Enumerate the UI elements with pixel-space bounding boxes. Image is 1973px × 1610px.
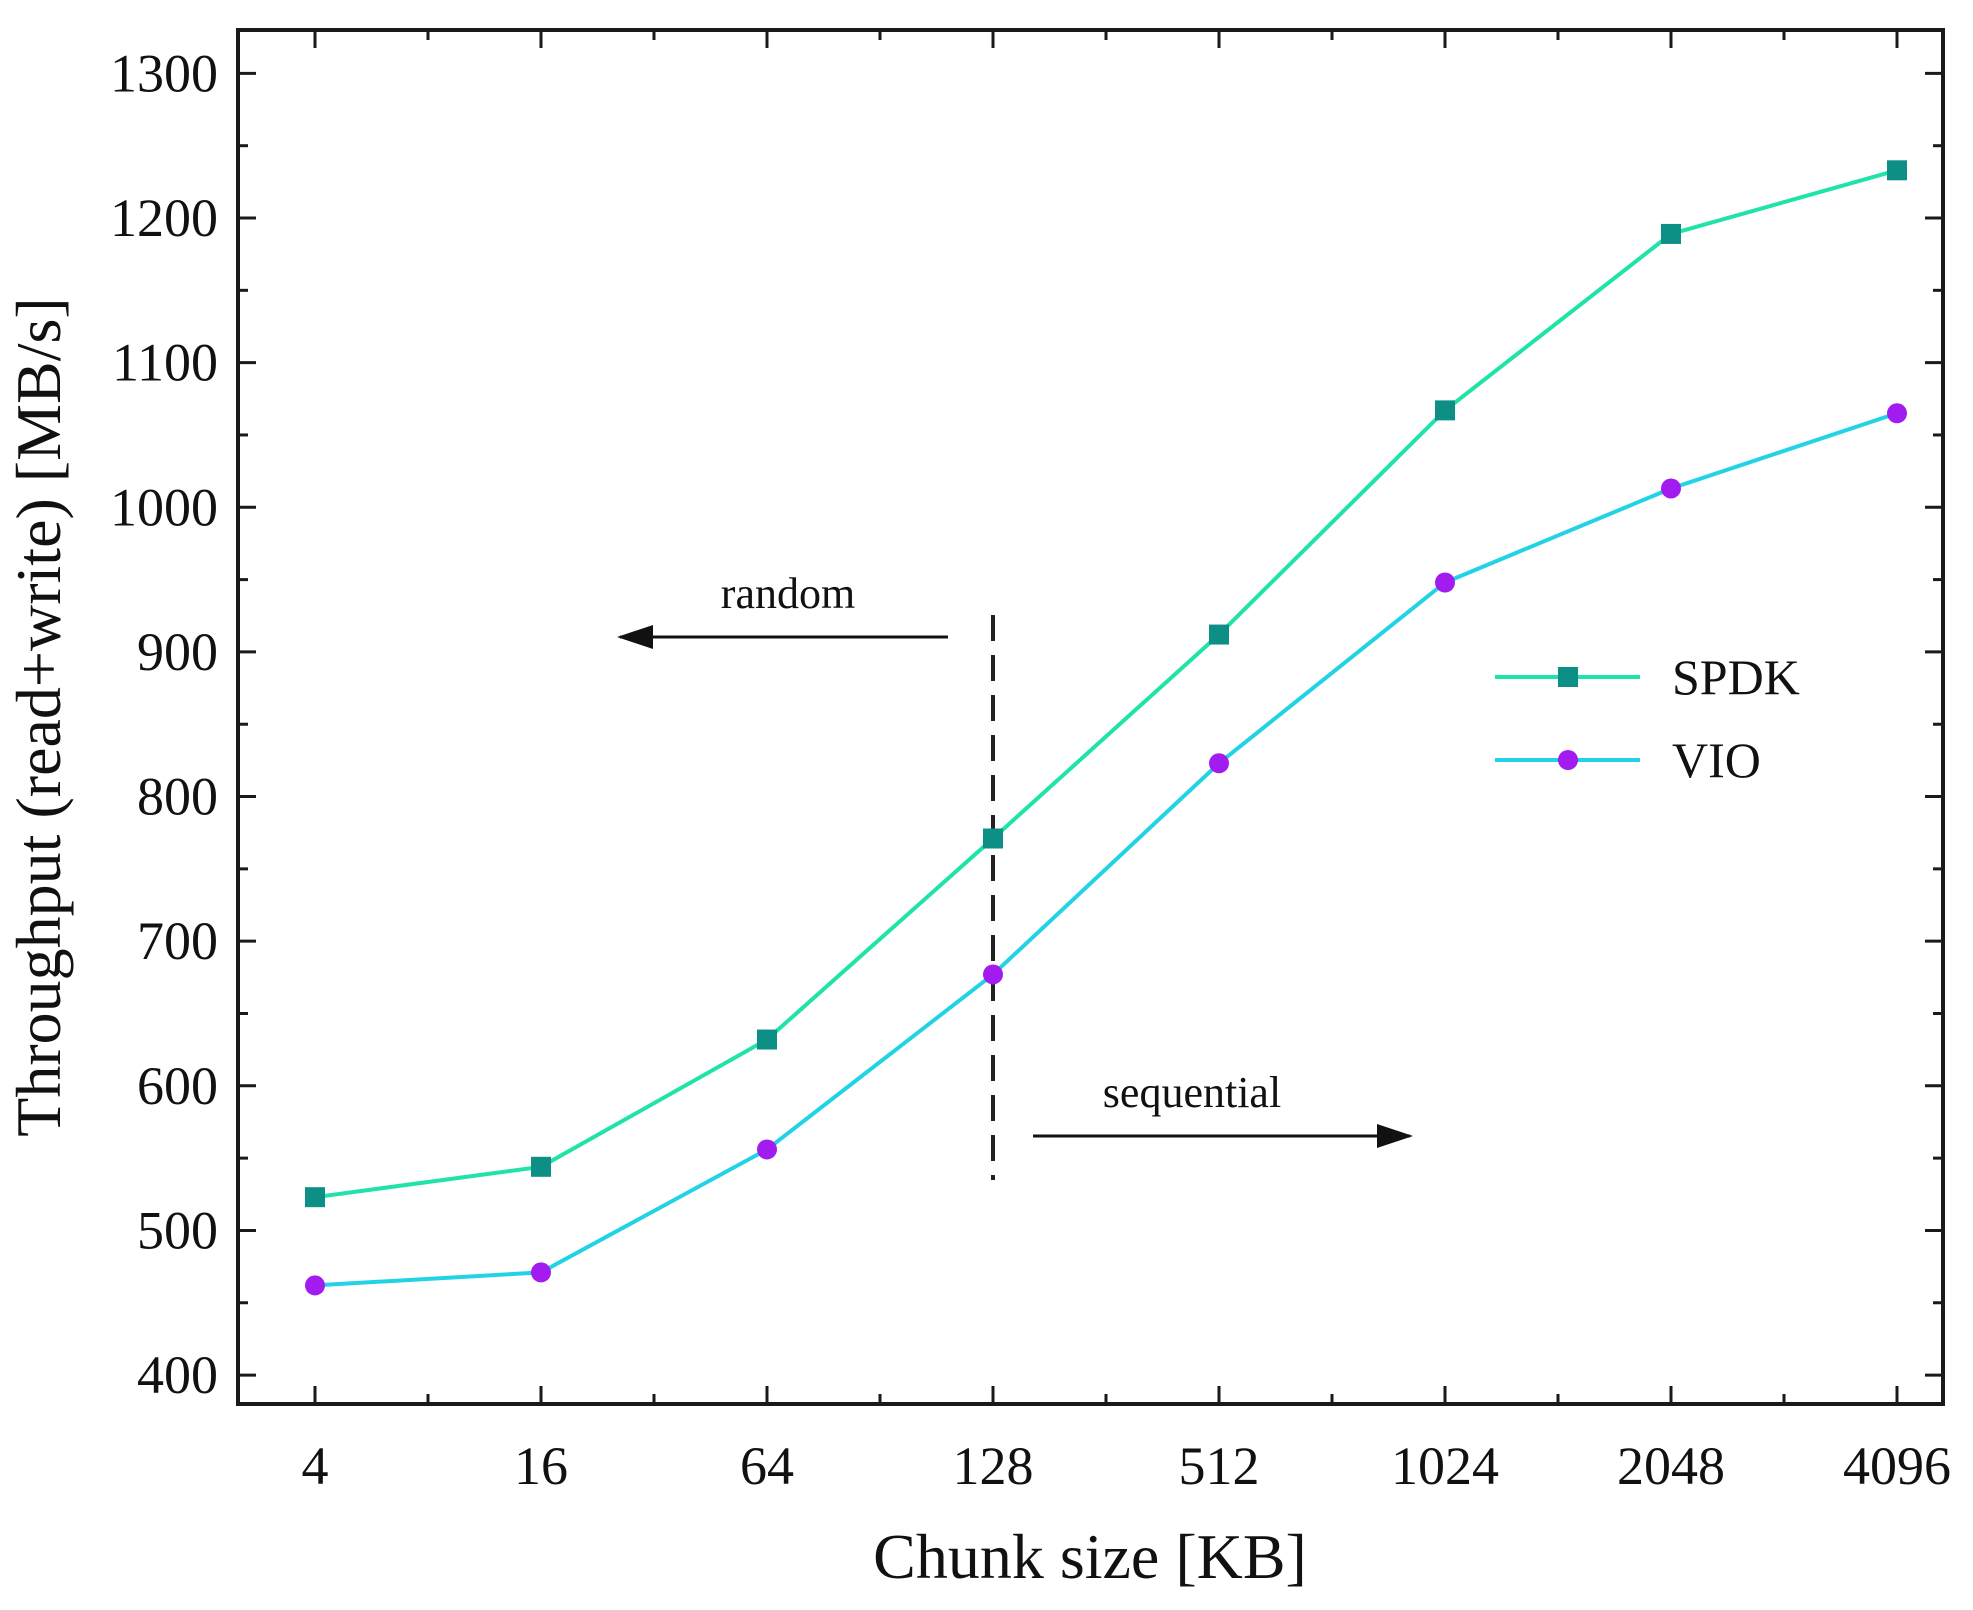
y-tick-label: 800 [137, 767, 218, 827]
spdk-point [1435, 400, 1455, 421]
x-tick-label: 4096 [1843, 1436, 1951, 1496]
sequential-label: sequential [1103, 1068, 1281, 1117]
y-axis-title: Throughput (read+write) [MB/s] [3, 297, 74, 1136]
spdk-series-line [314, 168, 1898, 1200]
spdk-point [983, 828, 1003, 849]
x-tick-label: 1024 [1391, 1436, 1499, 1496]
vio-point [1887, 403, 1907, 424]
vio-point [757, 1139, 777, 1160]
x-tick-label: 16 [514, 1436, 568, 1496]
y-tick-label: 1300 [110, 43, 218, 103]
y-tick-label: 400 [137, 1345, 218, 1405]
y-tick-label: 900 [137, 622, 218, 682]
spdk-point [1661, 223, 1681, 244]
x-axis: 4 16 64 128 512 1024 2048 4096 [302, 30, 1951, 1496]
vio-point [1435, 572, 1455, 593]
y-tick-label: 700 [137, 911, 218, 971]
legend-vio-label: VIO [1672, 732, 1761, 788]
legend-spdk-marker [1558, 667, 1578, 687]
x-tick-label: 512 [1179, 1436, 1260, 1496]
series-group [305, 160, 1907, 1296]
legend-vio-marker [1558, 750, 1578, 770]
annotations: random sequential [617, 569, 1413, 1180]
spdk-point [1209, 624, 1229, 645]
vio-point [1661, 478, 1681, 499]
x-tick-label: 2048 [1617, 1436, 1725, 1496]
spdk-point [531, 1156, 551, 1177]
x-tick-label: 64 [740, 1436, 794, 1496]
y-tick-label: 500 [137, 1200, 218, 1260]
random-label: random [721, 569, 855, 618]
legend: SPDK VIO [1495, 649, 1800, 788]
y-tick-label: 1200 [110, 188, 218, 248]
y-tick-label: 1100 [112, 333, 218, 393]
x-axis-title: Chunk size [KB] [873, 1521, 1307, 1592]
vio-series-line [314, 411, 1898, 1288]
vio-point [305, 1275, 325, 1296]
spdk-point [305, 1187, 325, 1208]
vio-point [983, 964, 1003, 985]
legend-spdk-label: SPDK [1672, 649, 1800, 705]
x-tick-label: 4 [302, 1436, 329, 1496]
y-axis: 400 500 600 700 800 900 1000 1100 1200 1300 [110, 43, 1943, 1405]
y-tick-label: 600 [137, 1056, 218, 1116]
y-tick-label: 1000 [110, 477, 218, 537]
spdk-point [1887, 160, 1907, 181]
plot-area-frame [236, 28, 1945, 1406]
spdk-point [757, 1029, 777, 1050]
vio-point [531, 1262, 551, 1283]
x-tick-label: 128 [953, 1436, 1034, 1496]
vio-point [1209, 753, 1229, 774]
